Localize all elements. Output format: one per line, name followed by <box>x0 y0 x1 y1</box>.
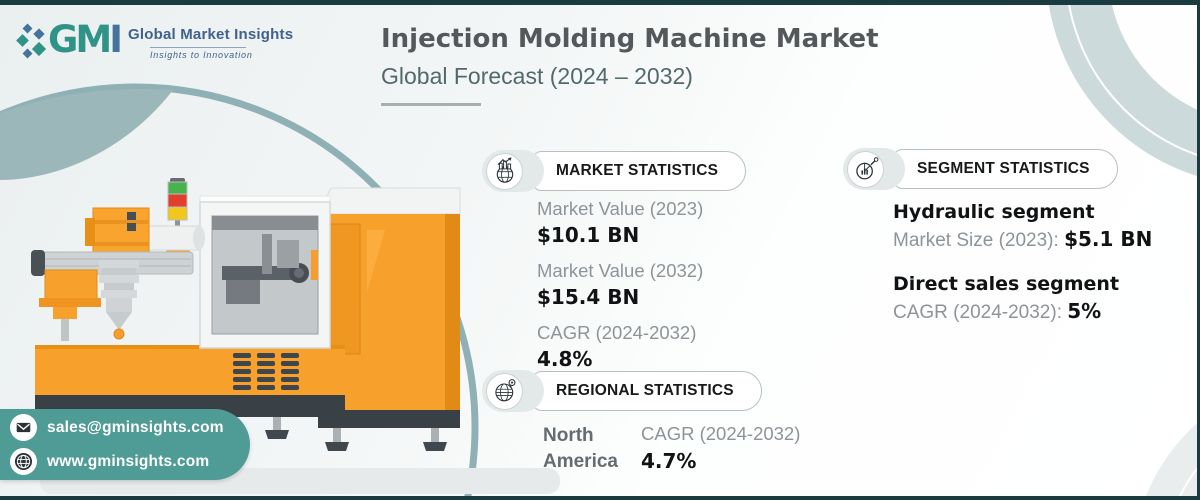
right-border <box>1197 0 1200 500</box>
logo-company-name: Global Market Insights <box>127 26 294 43</box>
market-statistics-icon-capsule <box>482 150 544 192</box>
sweeping-arc <box>0 83 479 500</box>
market-statistics-header: MARKET STATISTICS <box>482 150 747 192</box>
gmi-monogram: GMI <box>48 18 123 61</box>
contact-email[interactable]: sales@gminsights.com <box>10 414 250 441</box>
gmi-logo: GMI Global Market Insights Insights to I… <box>16 20 293 64</box>
market-value-2032: Market Value (2032) $15.4 BN <box>537 260 704 309</box>
logo-separator <box>149 47 246 48</box>
region-name: North America <box>543 425 618 472</box>
regional-statistics-header: REGIONAL STATISTICS <box>482 370 762 412</box>
market-statistics-label: MARKET STATISTICS <box>532 151 747 191</box>
segment-statistics-values: Hydraulic segment Market Size (2023): $5… <box>893 201 1152 345</box>
web-globe-icon <box>14 452 33 471</box>
globe-pin-icon <box>494 379 515 402</box>
segment-direct-sales: Direct sales segment CAGR (2024-2032): 5… <box>893 273 1120 323</box>
globe-bar-chart-icon <box>496 157 513 183</box>
segment-hydraulic: Hydraulic segment Market Size (2023): $5… <box>893 201 1153 251</box>
market-cagr: CAGR (2024-2032) 4.8% <box>537 322 697 371</box>
logo-tagline: Insights to Innovation <box>149 50 253 60</box>
gmi-diamonds-icon <box>16 23 46 59</box>
page-subtitle: Global Forecast (2024 – 2032) <box>381 63 693 89</box>
injection-molding-machine-illustration <box>31 178 461 451</box>
pie-chart-magnifier-icon <box>855 157 878 180</box>
teal-crescent <box>0 88 173 180</box>
regional-cagr: CAGR (2024-2032) 4.7% <box>641 423 801 473</box>
envelope-icon <box>16 422 31 433</box>
top-border <box>0 0 1200 5</box>
regional-statistics-values: North America CAGR (2024-2032) 4.7% <box>543 423 800 475</box>
bottom-border <box>0 496 1200 500</box>
segment-statistics-icon-capsule <box>843 148 905 190</box>
top-right-ring <box>1048 0 1200 177</box>
regional-statistics-icon-capsule <box>482 370 544 412</box>
contact-bar: sales@gminsights.com www.gminsights.com <box>0 409 250 480</box>
market-statistics-values: Market Value (2023) $10.1 BN Market Valu… <box>537 198 703 384</box>
vent-grid <box>233 353 299 390</box>
segment-statistics-label: SEGMENT STATISTICS <box>893 149 1118 189</box>
segment-statistics-header: SEGMENT STATISTICS <box>843 148 1118 190</box>
contact-website[interactable]: www.gminsights.com <box>10 448 250 475</box>
page-title: Injection Molding Machine Market <box>381 24 879 54</box>
regional-statistics-label: REGIONAL STATISTICS <box>532 371 762 411</box>
bottom-right-ring <box>1144 420 1200 500</box>
market-value-2023: Market Value (2023) $10.1 BN <box>537 198 704 247</box>
header: Injection Molding Machine Market Global … <box>381 24 941 106</box>
subtitle-underline <box>381 103 481 106</box>
